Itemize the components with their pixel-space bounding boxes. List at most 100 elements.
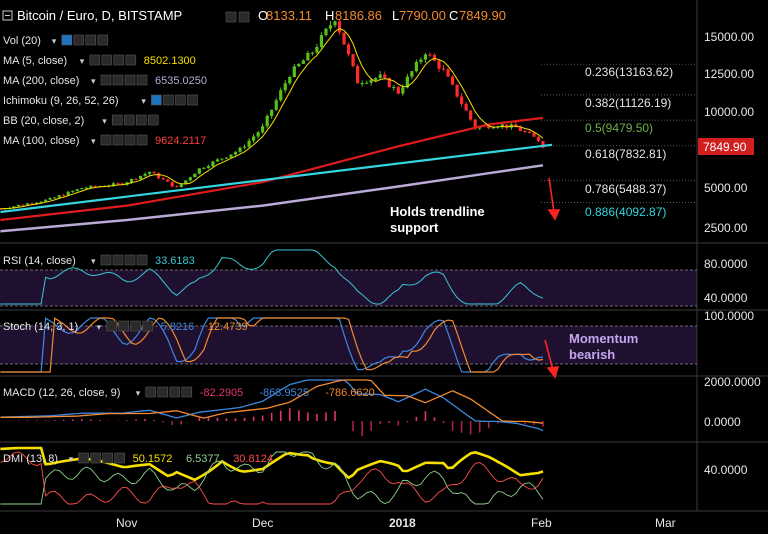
- indicator-control-icon[interactable]: [187, 94, 198, 106]
- candle: [143, 172, 147, 177]
- indicator-control-icon[interactable]: [112, 74, 124, 86]
- chevron-down-icon[interactable]: ▾: [91, 136, 96, 146]
- chevron-down-icon[interactable]: ▾: [91, 76, 96, 86]
- collapse-icon[interactable]: [2, 10, 13, 21]
- indicator-control-icon[interactable]: [181, 386, 193, 398]
- candle: [220, 158, 224, 162]
- indicator-row[interactable]: MA (100, close) ▾ 9624.2117: [3, 134, 206, 147]
- candle: [211, 160, 215, 168]
- indicator-control-icon[interactable]: [130, 320, 141, 332]
- indicator-row[interactable]: MACD (12, 26, close, 9) ▾ -82.2905 -868.952…: [3, 386, 375, 399]
- ohlc-high-key: H: [325, 8, 334, 23]
- indicator-control-icon[interactable]: [136, 134, 148, 146]
- indicator-control-icon[interactable]: [124, 254, 136, 266]
- indicator-control-icon[interactable]: [163, 94, 174, 106]
- indicator-control-icon[interactable]: [157, 386, 169, 398]
- indicator-control-icon[interactable]: [101, 54, 113, 66]
- candle: [242, 144, 247, 150]
- indicator-control-icon[interactable]: [112, 134, 124, 146]
- symbol-header[interactable]: Bitcoin / Euro, D, BITSTAMP O 8133.11 H …: [2, 8, 506, 23]
- indicator-control-icon[interactable]: [102, 452, 113, 464]
- candle: [215, 158, 220, 163]
- indicator-control-icon[interactable]: [100, 74, 112, 86]
- indicator-control-icon[interactable]: [142, 320, 153, 332]
- indicator-control-icon[interactable]: [136, 254, 148, 266]
- indicator-control-icon[interactable]: [97, 34, 109, 46]
- indicator-row[interactable]: BB (20, close, 2) ▾: [3, 114, 159, 127]
- indicator-control-icon[interactable]: [89, 54, 101, 66]
- candle: [57, 194, 61, 198]
- indicator-control-icon[interactable]: [145, 386, 157, 398]
- indicator-control-icon[interactable]: [112, 254, 124, 266]
- chevron-down-icon[interactable]: ▾: [52, 36, 57, 46]
- candle: [469, 110, 473, 121]
- indicator-control-icon[interactable]: [151, 94, 162, 106]
- candle: [170, 181, 174, 188]
- indicator-value: -82.2905: [200, 387, 243, 399]
- indicator-value: -868.9525: [259, 387, 309, 399]
- indicator-control-icon[interactable]: [90, 452, 101, 464]
- indicator-control-icon[interactable]: [85, 34, 97, 46]
- indicator-control-icon[interactable]: [100, 134, 112, 146]
- indicator-control-icon[interactable]: [169, 386, 181, 398]
- indicator-control-icon[interactable]: [175, 94, 186, 106]
- indicator-control-icon[interactable]: [147, 114, 159, 126]
- panel-legends[interactable]: RSI (14, close) ▾ 33.6183 Stoch (14, 3, 1) ▾…: [3, 254, 375, 465]
- indicator-control-icon[interactable]: [61, 34, 73, 46]
- indicator-label: Stoch (14, 3, 1): [3, 321, 78, 333]
- indicator-control-icon[interactable]: [113, 54, 125, 66]
- candle: [410, 70, 414, 80]
- chevron-down-icon[interactable]: ▾: [69, 454, 74, 464]
- indicator-row[interactable]: Stoch (14, 3, 1) ▾ 5.8216 12.4739: [3, 320, 248, 333]
- indicator-control-icon[interactable]: [118, 320, 129, 332]
- indicator-row[interactable]: MA (200, close) ▾ 6535.0250: [3, 74, 207, 87]
- indicator-label: MA (200, close): [3, 75, 79, 87]
- indicator-control-icon[interactable]: [135, 114, 147, 126]
- indicator-row[interactable]: Ichimoku (9, 26, 52, 26) ▾: [3, 94, 198, 107]
- chevron-down-icon[interactable]: ▾: [80, 56, 85, 66]
- chevron-down-icon[interactable]: ▾: [102, 116, 107, 126]
- candle: [460, 93, 464, 107]
- time-tick: Feb: [531, 516, 552, 530]
- svg-text:Holds trendline: Holds trendline: [390, 204, 485, 219]
- chevron-down-icon[interactable]: ▾: [136, 388, 141, 398]
- indicator-control-icon[interactable]: [124, 134, 136, 146]
- indicator-control-icon[interactable]: [73, 34, 85, 46]
- indicator-legend[interactable]: Vol (20) ▾ MA (5, close) ▾ 8502.1300 MA (200,…: [3, 34, 207, 147]
- indicator-label: MACD (12, 26, close, 9): [3, 387, 120, 399]
- indicator-row[interactable]: DMI (13, 8) ▾ 50.1572 6.5377 30.8124: [3, 452, 273, 465]
- candle: [446, 67, 450, 77]
- indicator-row[interactable]: MA (5, close) ▾ 8502.1300: [3, 54, 196, 67]
- candle: [53, 197, 57, 199]
- indicator-control-icon[interactable]: [125, 54, 137, 66]
- candle: [369, 79, 373, 86]
- indicator-control-icon[interactable]: [78, 452, 89, 464]
- ma-200-line: [0, 164, 544, 233]
- chevron-down-icon[interactable]: ▾: [141, 96, 146, 106]
- indicator-control-icon[interactable]: [123, 114, 135, 126]
- candle: [356, 64, 360, 84]
- chevron-down-icon[interactable]: ▾: [91, 256, 96, 266]
- symbol-title: Bitcoin / Euro, D, BITSTAMP: [17, 8, 182, 23]
- macd-line: [0, 379, 544, 432]
- indicator-control-icon[interactable]: [114, 452, 125, 464]
- candle: [365, 80, 369, 85]
- ma-100-line: [0, 116, 544, 222]
- candle: [48, 197, 52, 200]
- settings-icon[interactable]: [225, 11, 250, 23]
- indicator-control-icon[interactable]: [106, 320, 117, 332]
- indicator-control-icon[interactable]: [124, 74, 136, 86]
- indicator-control-icon[interactable]: [100, 254, 112, 266]
- indicator-row[interactable]: RSI (14, close) ▾ 33.6183: [3, 254, 195, 267]
- indicator-control-icon[interactable]: [111, 114, 123, 126]
- candle: [423, 52, 428, 63]
- time-axis[interactable]: Nov Dec 2018 Feb Mar: [116, 516, 676, 530]
- ohlc-close-value: 7849.90: [459, 8, 506, 23]
- candle: [315, 43, 319, 54]
- candle: [306, 50, 310, 61]
- chevron-down-icon[interactable]: ▾: [97, 322, 102, 332]
- candle: [261, 123, 265, 134]
- indicator-control-icon[interactable]: [136, 74, 148, 86]
- indicator-row[interactable]: Vol (20) ▾: [3, 34, 109, 47]
